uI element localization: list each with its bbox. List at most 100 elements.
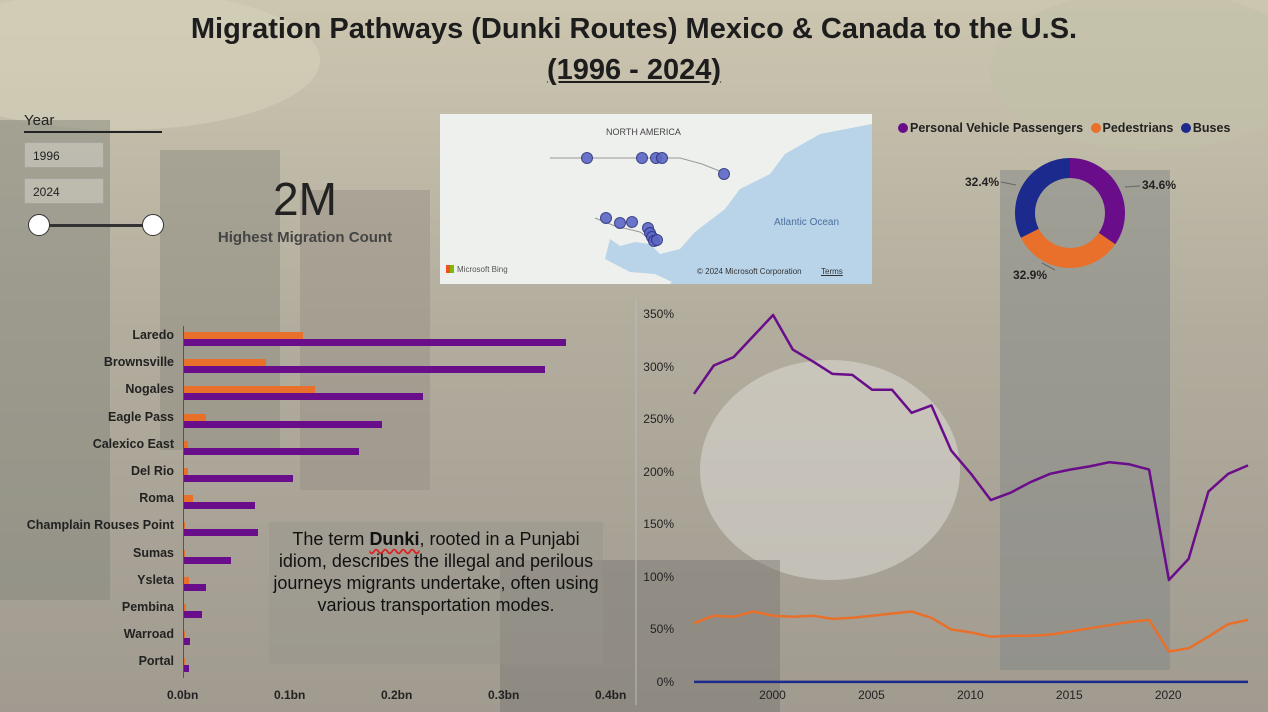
bar-personal-vehicle xyxy=(184,611,203,618)
line-y-tick: 50% xyxy=(649,622,674,637)
donut-slice xyxy=(1015,158,1071,238)
year-slicer: Year 1996 2024 xyxy=(24,112,174,236)
map-ocean-label: Atlantic Ocean xyxy=(774,217,840,228)
line-x-tick: 2005 xyxy=(858,688,885,702)
bar-x-tick: 0.4bn xyxy=(595,688,627,702)
legend-dot xyxy=(1090,123,1101,133)
map-marker xyxy=(581,152,593,164)
note-term: Dunki xyxy=(369,529,420,549)
bar-category-label: Brownsville xyxy=(103,355,174,370)
line-y-tick: 150% xyxy=(643,517,674,532)
map-marker xyxy=(600,212,612,224)
year-slider-track[interactable] xyxy=(38,224,154,227)
bar-personal-vehicle xyxy=(184,366,545,374)
map-provider-text: Microsoft Bing xyxy=(457,265,508,274)
bar-personal-vehicle xyxy=(184,583,207,591)
map-terms-link[interactable]: Terms xyxy=(821,267,843,276)
legend-item-pedestrians[interactable]: Pedestrians xyxy=(1090,121,1174,135)
bar-category-label: Roma xyxy=(139,491,174,506)
legend-label: Pedestrians xyxy=(1102,121,1174,135)
bar-category-label: Sumas xyxy=(133,545,174,560)
map-marker xyxy=(636,152,648,164)
line-x-tick: 2000 xyxy=(759,688,786,702)
bar-personal-vehicle xyxy=(184,447,360,455)
bar-category-label: Calexico East xyxy=(92,436,174,451)
map-marker xyxy=(626,216,638,228)
kpi-label: Highest Migration Count xyxy=(217,229,393,246)
bar-pedestrians xyxy=(184,576,190,584)
line-x-tick: 2010 xyxy=(957,688,984,702)
year-end-input[interactable]: 2024 xyxy=(24,178,104,204)
bar-category-label: Del Rio xyxy=(130,464,174,478)
donut-leader-line xyxy=(1041,262,1056,271)
year-slider-start-handle[interactable] xyxy=(28,214,50,236)
donut-label-pedestrians: 32.9% xyxy=(1013,268,1048,282)
bar-x-tick: 0.0bn xyxy=(167,688,199,702)
map-visual[interactable]: NORTH AMERICA Atlantic Ocean Microsoft B… xyxy=(440,114,872,284)
donut-slice xyxy=(1069,158,1125,245)
line-y-tick: 300% xyxy=(643,359,674,374)
bar-pedestrians xyxy=(184,549,186,557)
map-border xyxy=(550,157,723,173)
donut-chart xyxy=(1000,158,1141,271)
bar-axis-line xyxy=(183,326,184,678)
map-land-2 xyxy=(740,114,810,139)
legend-item-buses[interactable]: Buses xyxy=(1180,121,1231,135)
donut-label-buses: 32.4% xyxy=(965,175,1000,189)
bar-personal-vehicle xyxy=(184,502,255,510)
legend-dot xyxy=(898,123,908,133)
bar-personal-vehicle xyxy=(184,475,294,482)
legend-label: Personal Vehicle Passengers xyxy=(910,121,1084,135)
donut-slice xyxy=(1020,228,1116,268)
line-x-tick: 2015 xyxy=(1055,688,1083,702)
map-canvas[interactable] xyxy=(440,114,872,284)
microsoft-logo-icon xyxy=(446,265,454,273)
line-series-pedestrians xyxy=(693,610,1249,653)
bar-pedestrians xyxy=(184,495,193,503)
line-y-tick: 250% xyxy=(643,412,674,427)
bar-category-label: Champlain Rouses Point xyxy=(26,518,174,533)
bar-pedestrians xyxy=(184,413,207,421)
bar-personal-vehicle xyxy=(184,339,566,346)
bar-pedestrians xyxy=(184,631,186,639)
bar-category-label: Laredo xyxy=(132,328,174,342)
bar-category-label: Portal xyxy=(138,654,174,669)
map-copyright: © 2024 Microsoft Corporation xyxy=(697,267,802,276)
donut-leader-line xyxy=(1124,185,1141,188)
bar-pedestrians xyxy=(184,440,189,448)
bar-category-label: Pembina xyxy=(121,600,174,614)
line-y-tick: 200% xyxy=(643,464,674,479)
bar-pedestrians xyxy=(184,658,186,666)
bar-pedestrians xyxy=(184,386,315,394)
note-text-before: The term xyxy=(292,529,370,549)
bar-pedestrians xyxy=(184,468,189,475)
year-slicer-title: Year xyxy=(24,112,162,133)
map-land xyxy=(440,114,872,284)
bar-category-label: Eagle Pass xyxy=(107,409,174,424)
page-subtitle: (1996 - 2024) xyxy=(546,54,722,86)
line-y-tick: 350% xyxy=(643,307,674,321)
legend-item-personal[interactable]: Personal Vehicle Passengers xyxy=(898,121,1083,135)
legend-dot xyxy=(1180,123,1191,133)
bar-personal-vehicle xyxy=(184,420,382,428)
donut-label-personal: 34.6% xyxy=(1142,178,1177,192)
page-title: Migration Pathways (Dunki Routes) Mexico… xyxy=(190,13,1078,45)
legend-label: Buses xyxy=(1192,121,1231,135)
donut-legend: Personal Vehicle Passengers Pedestrians … xyxy=(898,121,1234,135)
line-y-tick: 100% xyxy=(643,569,674,584)
bar-category-label: Warroad xyxy=(123,627,174,642)
year-start-input[interactable]: 1996 xyxy=(24,142,104,168)
bar-x-tick: 0.3bn xyxy=(488,688,520,702)
bar-pedestrians xyxy=(184,604,187,611)
donut-leader-line xyxy=(1000,181,1017,186)
bar-x-tick: 0.1bn xyxy=(274,688,306,702)
bar-personal-vehicle xyxy=(184,393,423,401)
map-marker xyxy=(614,217,626,229)
note-text-after: , rooted in a Punjabi idiom, describes t… xyxy=(273,529,599,615)
year-slider-end-handle[interactable] xyxy=(142,214,164,236)
bar-category-label: Nogales xyxy=(125,382,174,397)
bar-personal-vehicle xyxy=(184,556,232,564)
bar-personal-vehicle xyxy=(184,665,190,673)
line-series-personal xyxy=(692,313,1249,582)
